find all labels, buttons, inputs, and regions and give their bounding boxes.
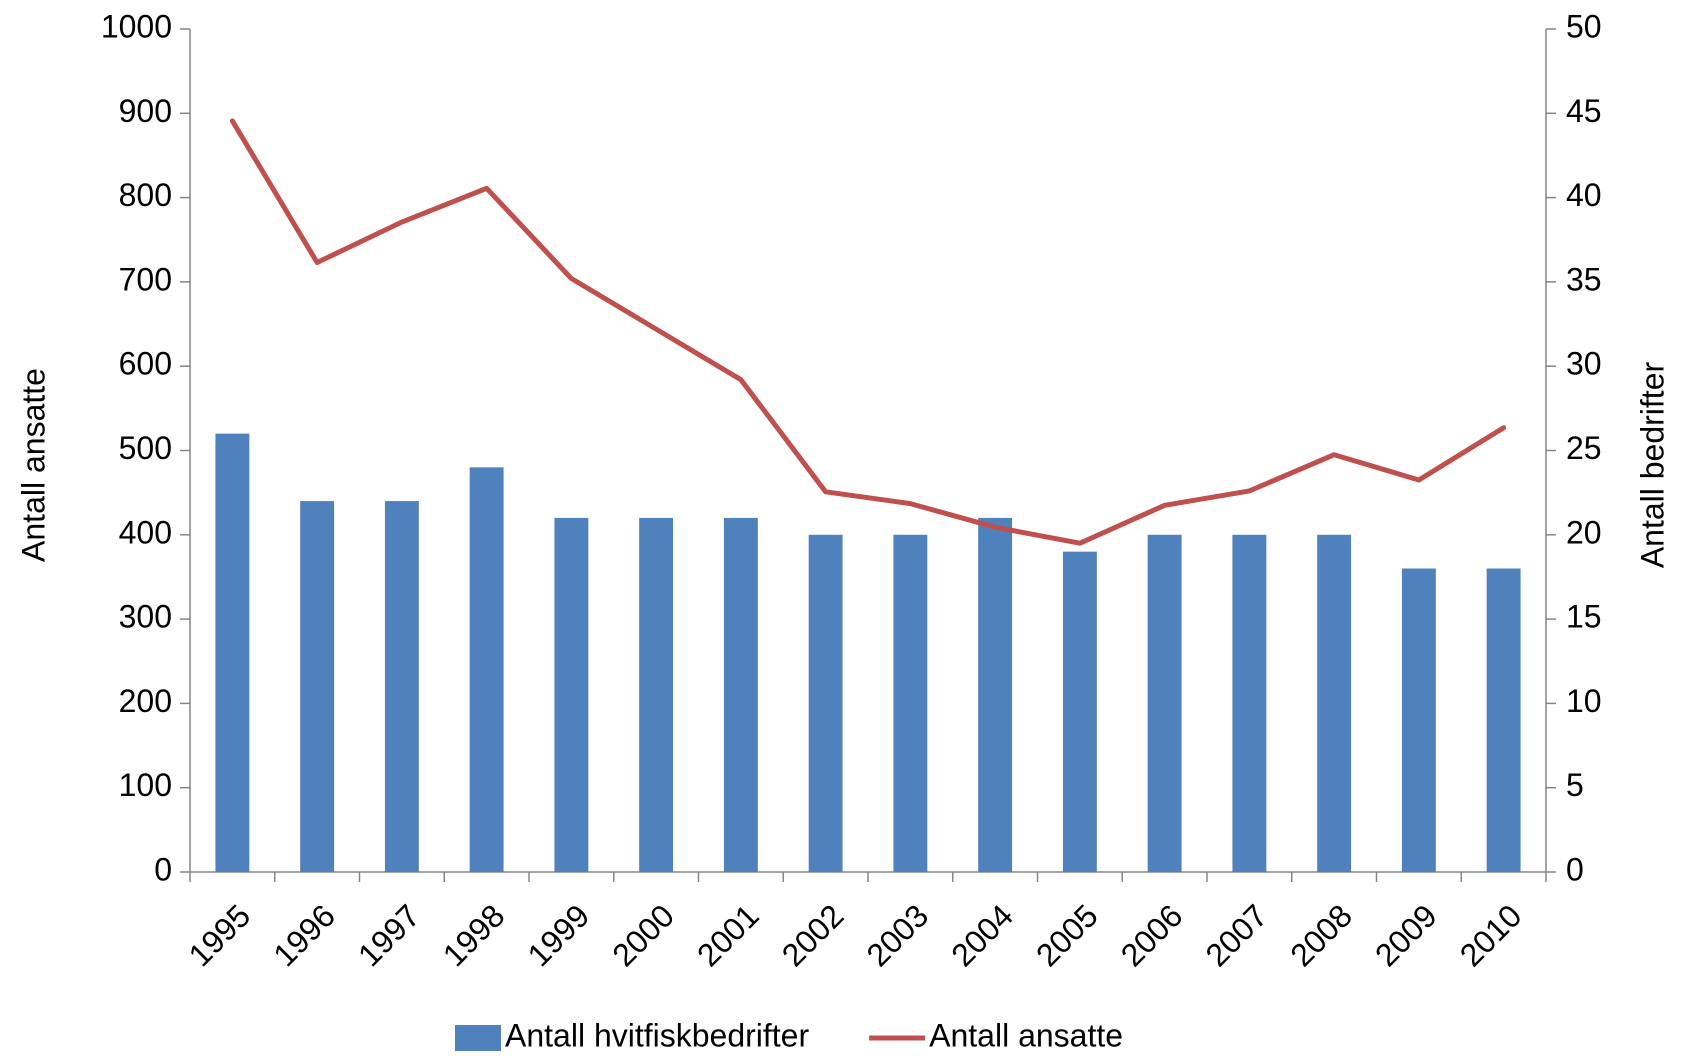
y2-tick-label: 10 — [1566, 683, 1602, 719]
x-tick-label: 2002 — [775, 897, 851, 973]
x-tick-label: 1998 — [436, 897, 512, 973]
bar — [1147, 534, 1182, 872]
y2-tick-label: 40 — [1566, 177, 1602, 213]
y2-tick-label: 45 — [1566, 93, 1602, 129]
y-tick-label: 200 — [119, 683, 172, 719]
y-tick-label: 0 — [154, 851, 172, 887]
legend-label: Antall hvitfiskbedrifter — [505, 1017, 809, 1053]
x-tick-label: 2003 — [860, 897, 936, 973]
x-tick-label: 2007 — [1199, 897, 1275, 973]
x-tick-label: 1996 — [266, 897, 342, 973]
y-tick-label: 100 — [119, 767, 172, 803]
bar — [1062, 551, 1097, 872]
y2-tick-label: 15 — [1566, 599, 1602, 635]
x-tick-label: 2006 — [1114, 897, 1190, 973]
bar — [469, 467, 504, 872]
bar — [1401, 568, 1436, 872]
bar — [1232, 534, 1267, 872]
y2-tick-label: 50 — [1566, 8, 1602, 44]
bar — [554, 517, 589, 872]
bar — [1317, 534, 1352, 872]
bar — [723, 517, 758, 872]
bar — [639, 517, 674, 872]
y2-tick-label: 30 — [1566, 346, 1602, 382]
y-tick-label: 300 — [119, 599, 172, 635]
y-tick-label: 700 — [119, 261, 172, 297]
x-tick-label: 2005 — [1029, 897, 1105, 973]
bar — [215, 433, 250, 872]
bar — [384, 501, 419, 872]
y-tick-label: 600 — [119, 346, 172, 382]
x-tick-label: 1997 — [351, 897, 427, 973]
y-tick-label: 1000 — [101, 8, 172, 44]
bar — [978, 517, 1013, 872]
x-tick-label: 2000 — [605, 897, 681, 973]
y2-tick-label: 25 — [1566, 430, 1602, 466]
x-tick-label: 1999 — [521, 897, 597, 973]
y-tick-label: 400 — [119, 514, 172, 550]
y2-tick-label: 35 — [1566, 261, 1602, 297]
y2-axis-label: Antall bedrifter — [1634, 361, 1670, 568]
bar — [808, 534, 843, 872]
x-tick-label: 2004 — [944, 897, 1020, 973]
x-tick-label: 2008 — [1283, 897, 1359, 973]
x-tick-label: 2001 — [690, 897, 766, 973]
y2-tick-label: 5 — [1566, 767, 1584, 803]
y-tick-label: 900 — [119, 93, 172, 129]
line — [229, 118, 1507, 546]
x-tick-label: 2009 — [1368, 897, 1444, 973]
y-tick-label: 500 — [119, 430, 172, 466]
y-tick-label: 800 — [119, 177, 172, 213]
bar — [893, 534, 928, 872]
x-tick-label: 1995 — [182, 897, 258, 973]
bar — [300, 501, 335, 872]
bar — [1486, 568, 1521, 872]
y2-tick-label: 0 — [1566, 851, 1584, 887]
legend-label: Antall ansatte — [929, 1017, 1123, 1053]
y2-tick-label: 20 — [1566, 514, 1602, 550]
y-axis-label: Antall ansatte — [15, 368, 51, 562]
x-tick-label: 2010 — [1453, 897, 1529, 973]
legend-swatch — [455, 1025, 501, 1051]
